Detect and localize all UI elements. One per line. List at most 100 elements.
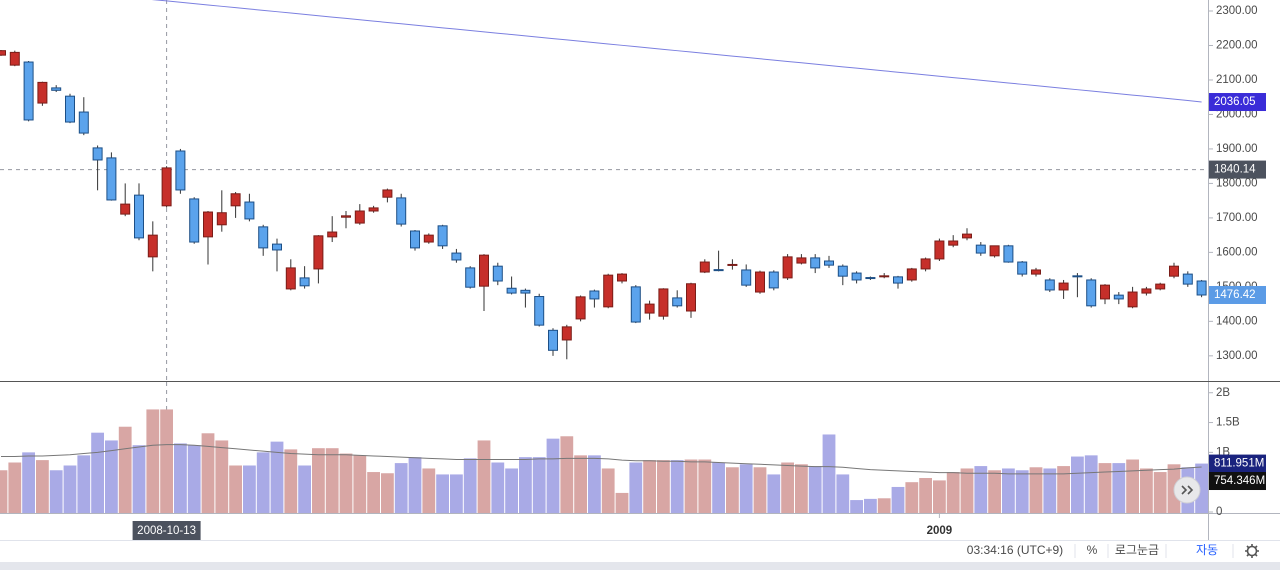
candle-body	[810, 257, 821, 269]
candle-body	[1072, 275, 1083, 278]
volume-bar	[1153, 472, 1167, 513]
volume-bar	[712, 462, 725, 513]
log-toggle[interactable]: 로그눈금	[1115, 543, 1159, 557]
volume-bar	[905, 482, 919, 513]
auto-toggle[interactable]: 자동	[1196, 543, 1218, 557]
volume-bar	[767, 474, 781, 513]
candle-body	[147, 234, 158, 258]
ma-last-label-box	[1209, 93, 1266, 112]
settings-button[interactable]	[1245, 544, 1259, 558]
candle-body	[975, 244, 986, 254]
candle-body	[258, 226, 269, 249]
candle-body	[120, 203, 131, 215]
volume-bar	[187, 445, 201, 513]
candle-body	[1113, 294, 1124, 300]
volume-bar	[77, 455, 91, 513]
volume-bar	[808, 466, 822, 513]
candle-body	[1044, 279, 1055, 291]
candle-body	[658, 288, 669, 317]
candle-body	[313, 235, 324, 270]
candle-body	[893, 276, 903, 284]
candle-body	[603, 274, 614, 308]
candle-body	[548, 329, 558, 351]
volume-bar	[850, 500, 863, 513]
volume-bar	[974, 466, 988, 513]
candle-body	[134, 194, 144, 239]
candle-body	[216, 212, 227, 226]
y-tick-label: 1800.00	[1216, 177, 1258, 189]
gear-teeth	[1245, 544, 1259, 558]
candle-body	[479, 254, 489, 287]
moving-average-line	[151, 0, 1202, 103]
candle-body	[837, 265, 848, 277]
volume-ma-last-label-box	[1209, 472, 1266, 491]
candle-body	[0, 50, 6, 56]
candle-body	[272, 243, 282, 251]
y-tick-label: 1900.00	[1216, 143, 1258, 155]
y-tick-label: 2000.00	[1216, 108, 1258, 120]
volume-bar	[532, 457, 546, 513]
volume-bar	[63, 465, 77, 513]
candle-body	[962, 233, 972, 239]
candle-body	[1086, 279, 1097, 307]
candle-body	[630, 286, 641, 323]
candle-body	[699, 261, 710, 273]
volume-bar	[519, 457, 532, 513]
candle-body	[9, 51, 20, 66]
candle-body	[244, 201, 255, 220]
volume-bar	[367, 472, 380, 513]
volume-bar	[629, 462, 643, 513]
volume-bar	[657, 460, 670, 513]
candle-body	[465, 267, 476, 288]
volume-bar	[298, 465, 311, 513]
y-tick-label: 2300.00	[1216, 5, 1258, 17]
candle-body	[451, 252, 462, 261]
volume-bar	[574, 455, 587, 513]
candle-body	[423, 234, 434, 243]
volume-bar	[243, 465, 256, 513]
volume-bar	[919, 478, 932, 513]
volume-last-label-box	[1209, 454, 1266, 473]
candle-body	[161, 167, 172, 207]
volume-bar	[160, 409, 173, 513]
ma-last-label: 2036.05	[1214, 96, 1256, 108]
volume-bar	[477, 440, 491, 513]
candle-body	[755, 271, 765, 293]
volume-bar	[753, 467, 767, 513]
price-pane	[0, 0, 1208, 381]
crosshair-date-box	[132, 521, 201, 541]
volume-bar	[1002, 468, 1015, 513]
volume-bar	[22, 452, 35, 513]
y-tick-label: 1700.00	[1216, 212, 1258, 224]
volume-bar	[132, 445, 146, 513]
candle-body	[189, 198, 200, 243]
candle-body	[713, 269, 724, 272]
scroll-arrows	[1181, 485, 1194, 495]
scroll-button[interactable]	[1173, 476, 1201, 504]
volume-bar	[491, 462, 505, 513]
volume-bar	[1112, 463, 1126, 513]
volume-bar	[1029, 467, 1043, 513]
clock[interactable]: 03:34:16 (UTC+9)	[967, 543, 1063, 557]
volume-bar	[422, 468, 436, 513]
status-bg	[0, 540, 1280, 562]
volume-bar	[739, 464, 753, 513]
volume-bar	[1084, 455, 1098, 513]
volume-bar	[284, 449, 298, 513]
candle-body	[741, 269, 752, 286]
candle-body	[492, 265, 503, 282]
candle-body	[561, 326, 572, 341]
volume-bar	[436, 474, 449, 513]
volume-bar	[933, 480, 946, 513]
candle-body	[106, 157, 117, 201]
candle-body	[920, 258, 931, 270]
volume-bar	[394, 463, 408, 513]
candle-body	[589, 290, 600, 300]
volume-bar	[118, 426, 132, 513]
candle-body	[410, 230, 420, 249]
volume-bar	[795, 464, 808, 513]
candle-body	[686, 283, 696, 312]
volume-bar	[1140, 468, 1153, 513]
volume-bar	[670, 460, 684, 513]
percent-toggle[interactable]: %	[1087, 543, 1098, 557]
